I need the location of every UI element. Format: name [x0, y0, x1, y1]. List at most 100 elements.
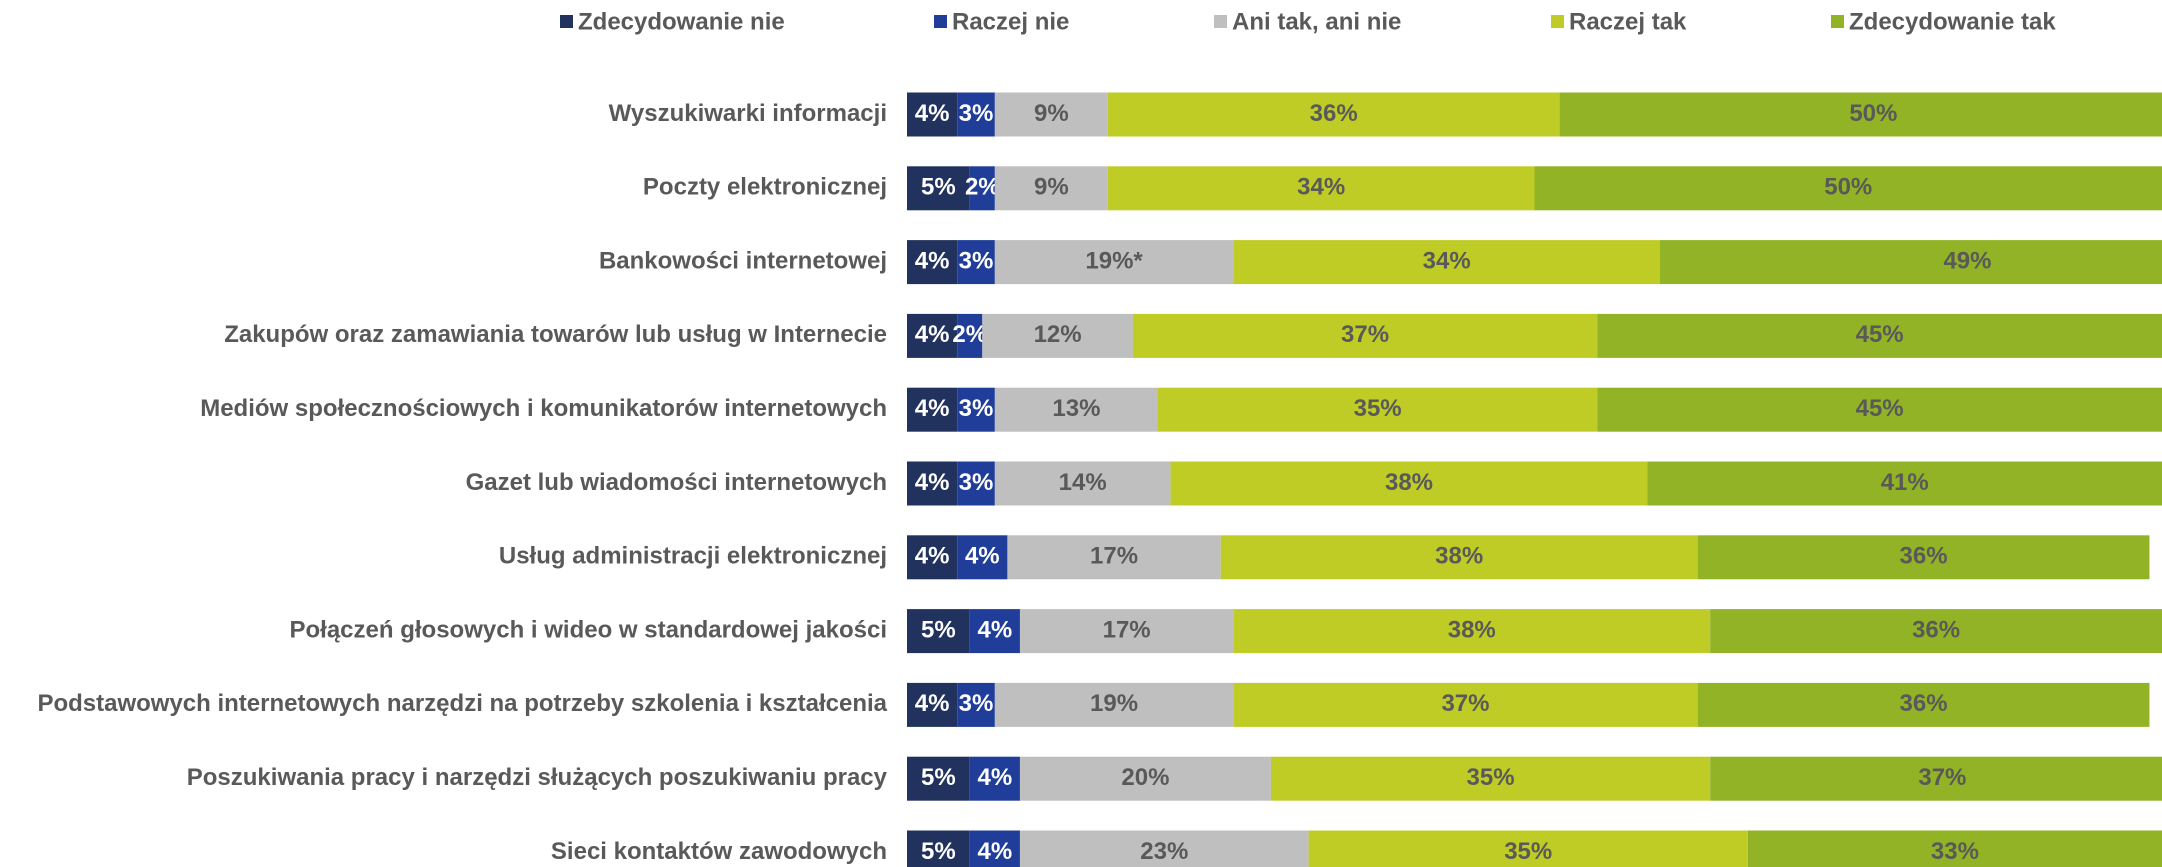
- value-label: 37%: [1441, 690, 1489, 717]
- bar-segment: [1107, 92, 1560, 137]
- bar-segment: [907, 313, 958, 358]
- value-label: 14%: [1059, 469, 1107, 496]
- bar-segment: [1710, 756, 2162, 801]
- value-label: 3%: [959, 100, 994, 127]
- bar-segment: [957, 92, 995, 137]
- bar-segment: [969, 830, 1020, 867]
- bar-segment: [1019, 609, 1234, 654]
- bar-segment: [907, 387, 958, 432]
- value-label: 3%: [959, 690, 994, 717]
- value-label: 5%: [921, 616, 956, 643]
- value-label: 49%: [1943, 247, 1991, 274]
- bar-segment: [907, 92, 958, 137]
- bar-segment: [1597, 387, 2162, 432]
- bar-segment: [1270, 756, 1711, 801]
- value-label: 2%: [952, 321, 987, 348]
- value-label: 45%: [1856, 395, 1904, 422]
- bar-segment: [907, 535, 958, 580]
- value-label: 4%: [915, 469, 950, 496]
- value-label: 4%: [978, 838, 1013, 865]
- value-label: 34%: [1423, 247, 1471, 274]
- bar-segment: [1647, 461, 2162, 506]
- value-label: 4%: [915, 395, 950, 422]
- bar-segment: [1233, 682, 1698, 727]
- value-label: 23%: [1140, 838, 1188, 865]
- legend-swatch: [934, 15, 947, 28]
- value-label: 13%: [1052, 395, 1100, 422]
- bar-segment: [1007, 535, 1221, 580]
- category-label: Wyszukiwarki informacji: [609, 100, 887, 127]
- legend-label: Raczej nie: [952, 8, 1069, 35]
- value-label: 33%: [1931, 838, 1979, 865]
- legend-label: Zdecydowanie tak: [1849, 8, 2056, 35]
- value-label: 19%: [1090, 690, 1138, 717]
- value-label: 4%: [965, 543, 1000, 570]
- value-label: 35%: [1504, 838, 1552, 865]
- bar-segment: [957, 535, 1008, 580]
- category-label: Usług administracji elektronicznej: [499, 543, 887, 570]
- value-label: 3%: [959, 247, 994, 274]
- value-label: 17%: [1090, 543, 1138, 570]
- bar-segment: [907, 609, 970, 654]
- value-label: 4%: [915, 247, 950, 274]
- legend-label: Ani tak, ani nie: [1232, 8, 1401, 35]
- bar-segment: [1534, 166, 2162, 211]
- bar-segment: [1233, 609, 1711, 654]
- value-label: 4%: [915, 321, 950, 348]
- bar-segment: [957, 461, 995, 506]
- bar-segment: [994, 461, 1171, 506]
- category-label: Zakupów oraz zamawiania towarów lub usłu…: [224, 321, 887, 348]
- value-label: 9%: [1034, 100, 1069, 127]
- value-label: 5%: [921, 838, 956, 865]
- value-label: 4%: [915, 543, 950, 570]
- category-label: Gazet lub wiadomości internetowych: [466, 469, 887, 496]
- bar-segment: [994, 166, 1108, 211]
- legend-label: Zdecydowanie nie: [578, 8, 785, 35]
- bar-segment: [1170, 461, 1648, 506]
- bar-segment: [969, 609, 1020, 654]
- value-label: 35%: [1354, 395, 1402, 422]
- value-label: 9%: [1034, 174, 1069, 201]
- value-label: 38%: [1435, 543, 1483, 570]
- bar-segment: [957, 682, 995, 727]
- value-label: 4%: [915, 100, 950, 127]
- value-label: 35%: [1467, 764, 1515, 791]
- bar-segment: [1597, 313, 2162, 358]
- bar-segment: [1019, 756, 1271, 801]
- bar-segment: [957, 387, 995, 432]
- bar-segment: [1132, 313, 1598, 358]
- bar-segment: [969, 166, 995, 211]
- value-label: 19%*: [1085, 247, 1143, 274]
- bar-segment: [1019, 830, 1309, 867]
- bar-segment: [907, 830, 970, 867]
- category-label: Połączeń głosowych i wideo w standardowe…: [290, 616, 888, 643]
- value-label: 5%: [921, 174, 956, 201]
- value-label: 50%: [1824, 174, 1872, 201]
- category-label: Bankowości internetowej: [599, 247, 887, 274]
- bar-segment: [969, 756, 1020, 801]
- value-label: 50%: [1849, 100, 1897, 127]
- bar-segment: [1697, 682, 2150, 727]
- legend-swatch: [560, 15, 573, 28]
- bar-segment: [1158, 387, 1598, 432]
- value-label: 17%: [1103, 616, 1151, 643]
- bar-segment: [1710, 609, 2162, 654]
- bar-segment: [1107, 166, 1535, 211]
- value-label: 38%: [1448, 616, 1496, 643]
- bar-segment: [994, 92, 1108, 137]
- value-label: 45%: [1856, 321, 1904, 348]
- bar-segment: [957, 313, 983, 358]
- value-label: 41%: [1881, 469, 1929, 496]
- legend-swatch: [1214, 15, 1227, 28]
- value-label: 3%: [959, 395, 994, 422]
- bar-segment: [1747, 830, 2162, 867]
- bar-segment: [907, 756, 970, 801]
- bar-segment: [1660, 240, 2162, 285]
- bar-segment: [1559, 92, 2162, 137]
- category-label: Mediów społecznościowych i komunikatorów…: [200, 395, 887, 422]
- value-label: 2%: [965, 174, 1000, 201]
- value-label: 37%: [1918, 764, 1966, 791]
- category-label: Podstawowych internetowych narzędzi na p…: [37, 690, 887, 717]
- value-label: 37%: [1341, 321, 1389, 348]
